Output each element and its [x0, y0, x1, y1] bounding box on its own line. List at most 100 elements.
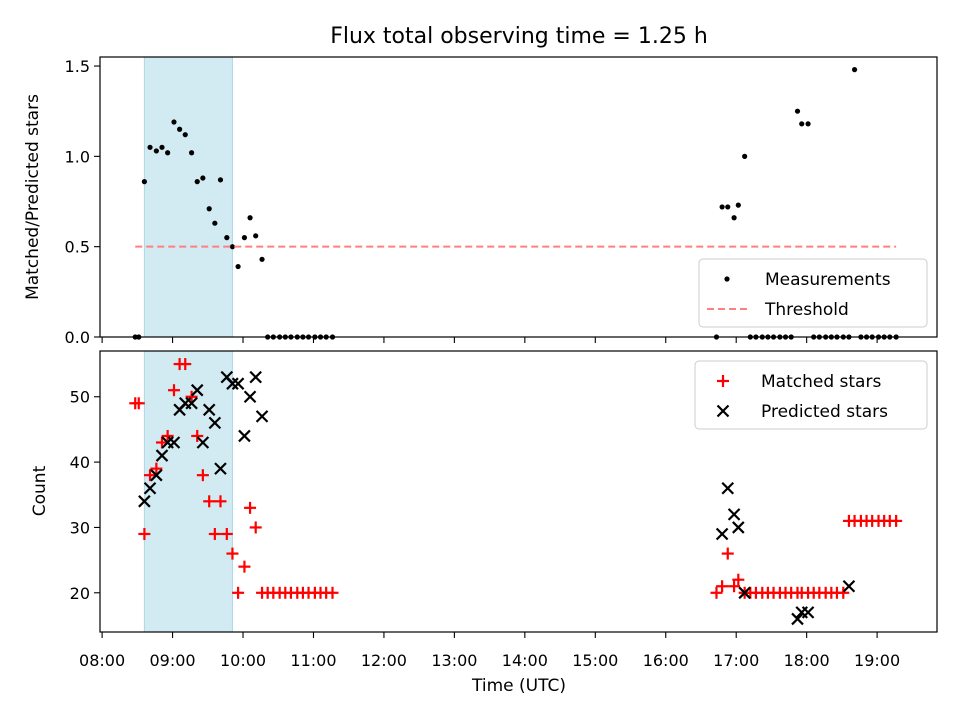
y-tick-label: 1.0 — [65, 147, 90, 166]
y-tick-label: 0.5 — [65, 238, 90, 257]
matched-marker — [144, 469, 157, 482]
x-tick-label: 11:00 — [290, 651, 336, 670]
predicted-marker — [226, 377, 239, 390]
y-tick-label: 50 — [70, 388, 90, 407]
measurement-point — [182, 132, 188, 138]
measurement-point — [159, 144, 165, 150]
predicted-marker — [801, 606, 815, 619]
measurement-point — [147, 144, 153, 150]
bottom-panel-ylabel: Count — [30, 465, 50, 516]
legend-predicted-handle — [716, 404, 730, 418]
measurement-point — [165, 150, 171, 156]
measurement-point — [177, 126, 183, 132]
matched-marker — [721, 547, 734, 560]
matched-marker — [196, 469, 209, 482]
predicted-marker — [727, 508, 741, 521]
measurement-point — [735, 202, 741, 208]
y-tick-label: 40 — [70, 453, 90, 472]
predicted-marker — [167, 436, 181, 449]
matched-marker — [710, 586, 723, 599]
matched-marker — [167, 384, 180, 397]
x-tick-label: 08:00 — [79, 651, 125, 670]
predicted-marker — [155, 449, 169, 462]
predicted-marker — [842, 579, 856, 593]
measurement-point — [724, 276, 730, 282]
measurement-point — [141, 179, 147, 185]
x-tick-label: 17:00 — [713, 651, 759, 670]
predicted-marker — [190, 383, 204, 397]
legend-label: Measurements — [765, 270, 891, 290]
predicted-marker — [732, 521, 745, 534]
matched-marker — [728, 580, 741, 593]
x-axis: 08:00 09:00 10:00 11:00 12:00 13:00 14:00 15:00… — [79, 651, 900, 670]
measurement-point — [224, 235, 230, 241]
measurement-point — [253, 233, 259, 239]
x-axis-label: Time (UTC) — [471, 676, 566, 696]
y-tick-label: 0.0 — [65, 328, 90, 347]
y-tick-label: 30 — [70, 518, 90, 537]
measurement-point — [851, 67, 858, 73]
matched-marker — [244, 501, 257, 514]
measurement-point — [742, 153, 748, 159]
legend-label: Predicted stars — [761, 402, 888, 422]
bottom-panel-legend: Matched stars Predicted stars — [694, 360, 928, 430]
measurement-point — [719, 204, 725, 210]
bottom-panel: 20 30 40 50 Count Matched stars Predicted st… — [30, 350, 938, 638]
x-tick-label: 18:00 — [784, 651, 830, 670]
measurement-point — [188, 150, 195, 156]
measurement-point — [217, 177, 224, 183]
matched-marker — [150, 462, 163, 475]
matched-marker — [214, 495, 227, 508]
matched-marker — [208, 527, 221, 540]
predicted-marker — [202, 403, 216, 417]
measurement-point — [200, 175, 206, 181]
observing-window-span — [143, 350, 233, 633]
predicted-marker — [138, 495, 151, 508]
matched-marker — [185, 390, 198, 403]
predicted-marker — [249, 370, 262, 384]
matched-marker — [156, 436, 168, 449]
measurement-point — [171, 119, 177, 125]
top-panel-ylabel: Matched/Predicted stars — [23, 94, 43, 300]
matched-marker — [191, 429, 204, 442]
matched-marker — [161, 429, 174, 442]
measurement-point — [731, 215, 737, 221]
matched-marker — [132, 397, 145, 410]
measurement-point — [805, 121, 811, 127]
predicted-marker — [721, 481, 735, 495]
top-panel-legend: Measurements Threshold — [698, 258, 928, 328]
top-panel: 0.0 0.5 1.0 1.5 Matched/Predicted stars Mea… — [23, 56, 938, 347]
x-tick-label: 19:00 — [854, 651, 900, 670]
matched-marker — [138, 527, 151, 540]
matched-marker — [232, 586, 245, 599]
x-tick-label: 16:00 — [643, 651, 689, 670]
measurement-point — [212, 220, 218, 226]
measurement-point — [725, 204, 731, 210]
predicted-marker — [214, 462, 227, 475]
measurement-point — [235, 263, 241, 270]
measurement-point — [247, 215, 253, 221]
predicted-marker — [738, 586, 751, 600]
predicted-marker — [185, 397, 198, 410]
predicted-marker — [791, 612, 804, 626]
matched-marker — [249, 521, 262, 534]
bottom-panel-frame — [99, 350, 938, 633]
matched-marker — [238, 560, 251, 573]
measurement-point — [259, 256, 265, 262]
x-tick-label: 14:00 — [502, 651, 548, 670]
chart-title: Flux total observing time = 1.25 h — [330, 24, 708, 49]
predicted-marker — [231, 377, 245, 390]
matched-marker — [890, 514, 903, 527]
legend-label: Threshold — [764, 300, 849, 320]
predicted-marker — [196, 436, 210, 449]
x-tick-label: 09:00 — [150, 651, 196, 670]
x-tick-label: 13:00 — [431, 651, 477, 670]
matched-marker — [220, 527, 233, 540]
matched-marker — [203, 495, 216, 508]
x-tick-label: 15:00 — [572, 651, 618, 670]
measurement-point — [794, 108, 801, 114]
matched-marker — [226, 547, 239, 560]
observing-window-span — [143, 56, 233, 338]
measurement-point — [153, 148, 159, 154]
